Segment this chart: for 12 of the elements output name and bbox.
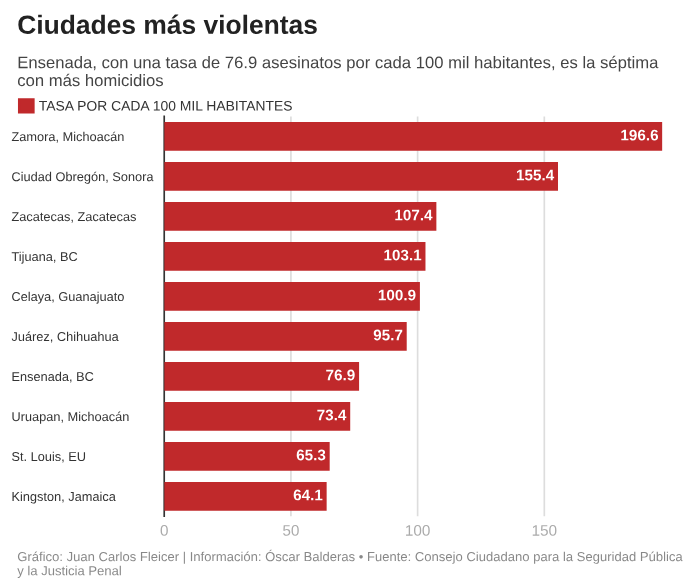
bar bbox=[164, 401, 351, 431]
bar bbox=[164, 201, 437, 231]
bar bbox=[164, 361, 360, 391]
bar bbox=[164, 162, 558, 191]
bar bbox=[164, 441, 330, 471]
bar bbox=[164, 481, 327, 511]
bar bbox=[164, 122, 663, 151]
bar bbox=[164, 241, 426, 271]
bar bbox=[164, 281, 420, 311]
chart-subtitle: Ensenada, con una tasa de 76.9 asesinatos por cada 100 mil habitantes, es la séptima con más homicidios bbox=[17, 55, 659, 87]
bar bbox=[164, 321, 407, 351]
chart-title: Ciudades más violentas bbox=[18, 14, 317, 35]
